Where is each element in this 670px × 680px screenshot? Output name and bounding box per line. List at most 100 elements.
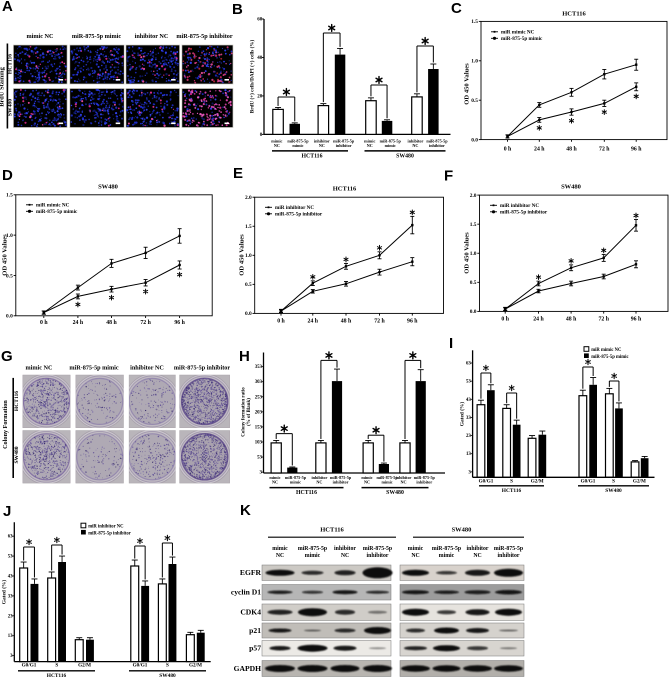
svg-text:SW480: SW480: [14, 446, 20, 463]
svg-text:72 h: 72 h: [599, 147, 610, 153]
svg-text:40: 40: [257, 56, 263, 61]
svg-text:HCT116: HCT116: [7, 54, 13, 74]
svg-text:C: C: [451, 0, 462, 17]
svg-text:I: I: [449, 335, 453, 352]
svg-text:0.5: 0.5: [470, 280, 477, 286]
svg-text:D: D: [2, 167, 13, 184]
svg-text:0.0: 0.0: [470, 309, 477, 315]
svg-text:96 h: 96 h: [631, 147, 642, 153]
svg-text:0.5: 0.5: [245, 282, 252, 288]
svg-text:0 h: 0 h: [501, 317, 509, 323]
svg-text:H: H: [239, 348, 250, 365]
svg-text:miR mimic NC: miR mimic NC: [36, 203, 70, 209]
svg-text:miR-875-5p inhibitor: miR-875-5p inhibitor: [176, 33, 232, 40]
svg-text:0 h: 0 h: [40, 320, 48, 326]
svg-text:miR inhibitor NC: miR inhibitor NC: [275, 205, 314, 211]
svg-text:miR-875-5p inhibitor: miR-875-5p inhibitor: [174, 365, 230, 372]
svg-text:HCT116: HCT116: [302, 154, 323, 160]
svg-text:mimic: mimic: [271, 138, 282, 143]
svg-text:mimic: mimic: [292, 143, 303, 148]
svg-text:miR-875-5p mimic: miR-875-5p mimic: [501, 36, 543, 42]
svg-text:72 h: 72 h: [598, 317, 609, 323]
svg-text:SW480: SW480: [98, 184, 118, 191]
svg-text:OD 450 Values: OD 450 Values: [239, 234, 246, 276]
svg-text:OD 450 Values: OD 450 Values: [464, 232, 471, 274]
svg-text:NC: NC: [412, 143, 418, 148]
svg-text:72 h: 72 h: [374, 319, 385, 325]
svg-text:miR-875-5p: miR-875-5p: [380, 138, 402, 143]
svg-text:Colony Formation: Colony Formation: [2, 400, 9, 449]
svg-text:G: G: [1, 348, 13, 365]
svg-text:miR-875-5p mimic: miR-875-5p mimic: [69, 365, 119, 372]
svg-text:0.0: 0.0: [245, 311, 252, 317]
svg-text:48 h: 48 h: [341, 319, 352, 325]
svg-text:1.5: 1.5: [471, 19, 478, 25]
svg-text:miR inhibitor NC: miR inhibitor NC: [500, 203, 539, 209]
svg-text:48 h: 48 h: [106, 320, 117, 326]
svg-text:J: J: [3, 503, 11, 520]
svg-text:BrdU Staining: BrdU Staining: [0, 66, 6, 106]
svg-text:1.0: 1.0: [470, 251, 477, 257]
svg-text:miR-875-5p: miR-875-5p: [426, 138, 448, 143]
svg-text:0: 0: [260, 133, 263, 138]
svg-text:24 h: 24 h: [533, 317, 544, 323]
svg-text:inhibitor: inhibitor: [314, 138, 330, 143]
svg-text:96 h: 96 h: [174, 320, 185, 326]
svg-text:20: 20: [257, 95, 263, 100]
svg-text:24 h: 24 h: [534, 147, 545, 153]
svg-text:24 h: 24 h: [73, 320, 84, 326]
svg-text:SW480: SW480: [396, 154, 414, 160]
svg-text:0 h: 0 h: [277, 319, 285, 325]
svg-text:inhibitor NC: inhibitor NC: [135, 33, 169, 40]
svg-text:inhibitor: inhibitor: [336, 143, 352, 148]
svg-text:inhibitor: inhibitor: [429, 143, 445, 148]
svg-text:0.0: 0.0: [6, 314, 13, 320]
svg-text:mimic NC: mimic NC: [27, 33, 54, 40]
svg-text:OD 450 Values: OD 450 Values: [1, 234, 8, 276]
svg-text:HCT116: HCT116: [14, 391, 20, 411]
svg-text:BrdU (+) cells/DAPI (+) cells: BrdU (+) cells/DAPI (+) cells (%): [249, 39, 256, 113]
svg-text:miR-875-5p mimic: miR-875-5p mimic: [36, 209, 78, 215]
svg-text:60: 60: [257, 18, 263, 23]
svg-text:1.0: 1.0: [6, 233, 13, 239]
svg-text:B: B: [232, 1, 243, 18]
svg-text:miR-875-5p inhibitor: miR-875-5p inhibitor: [500, 210, 548, 216]
svg-text:NC: NC: [367, 143, 373, 148]
svg-text:E: E: [233, 165, 243, 182]
svg-text:0.5: 0.5: [471, 98, 478, 104]
svg-text:A: A: [2, 0, 13, 15]
svg-text:F: F: [444, 168, 453, 185]
svg-text:96 h: 96 h: [631, 317, 642, 323]
svg-text:HCT116: HCT116: [333, 186, 357, 193]
svg-text:1.5: 1.5: [470, 222, 477, 228]
svg-text:miR-875-5p: miR-875-5p: [287, 138, 309, 143]
svg-text:48 h: 48 h: [566, 147, 577, 153]
svg-text:1.0: 1.0: [471, 59, 478, 65]
svg-text:NC: NC: [319, 143, 325, 148]
svg-text:0.0: 0.0: [471, 137, 478, 143]
svg-text:miR-875-5p: miR-875-5p: [333, 138, 355, 143]
svg-text:24 h: 24 h: [308, 319, 319, 325]
svg-text:2.0: 2.0: [470, 193, 477, 199]
svg-text:K: K: [240, 502, 251, 519]
svg-text:1.5: 1.5: [245, 224, 252, 230]
svg-text:miR mimic NC: miR mimic NC: [501, 30, 535, 36]
svg-text:inhibitor: inhibitor: [408, 138, 424, 143]
svg-text:96 h: 96 h: [407, 319, 418, 325]
svg-text:48 h: 48 h: [566, 317, 577, 323]
svg-text:miR-875-5p inhibitor: miR-875-5p inhibitor: [275, 212, 323, 218]
svg-text:SW480: SW480: [561, 184, 581, 191]
svg-text:0.5: 0.5: [6, 273, 13, 279]
svg-text:0 h: 0 h: [504, 147, 512, 153]
svg-text:mimic NC: mimic NC: [26, 365, 53, 372]
svg-text:miR-875-5p mimic: miR-875-5p mimic: [72, 33, 122, 40]
svg-text:NC: NC: [274, 143, 280, 148]
svg-text:1.0: 1.0: [245, 253, 252, 259]
svg-text:2.0: 2.0: [245, 195, 252, 201]
svg-text:1.5: 1.5: [6, 193, 13, 199]
svg-text:inhibitor NC: inhibitor NC: [130, 365, 164, 372]
svg-text:OD 450 Values: OD 450 Values: [464, 63, 471, 105]
svg-text:mimic: mimic: [364, 138, 375, 143]
svg-text:72 h: 72 h: [140, 320, 151, 326]
svg-text:mimic: mimic: [385, 143, 396, 148]
